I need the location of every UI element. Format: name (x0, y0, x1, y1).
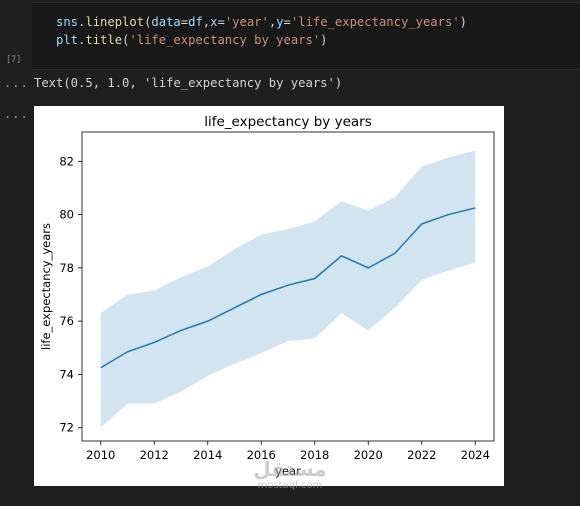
series-line (100, 207, 476, 369)
x-tick-label: 2012 (140, 448, 169, 462)
code-token: ( (122, 33, 130, 47)
code-token: ) (320, 33, 328, 47)
code-token: 'life_expectancy by years' (129, 33, 321, 47)
confidence-band (100, 150, 476, 428)
code-token: plt (56, 33, 79, 47)
y-tick-label: 72 (59, 421, 74, 435)
code-token: = (180, 15, 189, 29)
code-token: ( (144, 15, 152, 29)
code-token: y (276, 15, 284, 29)
y-tick-label: 80 (59, 208, 74, 222)
x-tick-label: 2020 (354, 448, 383, 462)
x-tick-label: 2016 (247, 448, 276, 462)
code-token: title (85, 33, 123, 47)
y-tick-label: 76 (59, 314, 74, 328)
code-token: df (188, 15, 203, 29)
y-tick-label: 82 (59, 154, 74, 168)
plot-output: 2010 2012 2014 2016 2018 2020 2022 2024 72 74 76 78… (34, 106, 504, 486)
execution-count: [7] (6, 55, 22, 65)
x-tick-label: 2018 (300, 448, 329, 462)
code-token: , (202, 15, 211, 29)
x-tick-label: 2010 (86, 448, 115, 462)
cell-output-text: Text(0.5, 1.0, 'life_expectancy by years… (34, 76, 343, 90)
y-tick-label: 74 (59, 367, 74, 381)
code-token: = (217, 15, 225, 29)
x-tick-label: 2014 (193, 448, 222, 462)
code-token: 'year' (224, 15, 269, 29)
watermark: مستقل mostaql.com (252, 458, 328, 492)
watermark-logo: مستقل (253, 457, 327, 481)
code-token: ) (459, 15, 467, 29)
code-token: . (78, 15, 86, 29)
line-chart: 2010 2012 2014 2016 2018 2020 2022 2024 72 74 76 78… (39, 114, 495, 478)
chart-title: life_expectancy by years (204, 114, 372, 130)
code-token: lineplot (85, 15, 145, 29)
code-token: data (151, 15, 181, 29)
plot-output-ellipsis[interactable]: ... (4, 107, 29, 121)
code-token: sns (56, 15, 79, 29)
x-axis-label: year (275, 464, 301, 478)
code-line-2: plt.title('life_expectancy by years') (56, 33, 328, 47)
code-token: 'life_expectancy_years' (290, 15, 460, 29)
watermark-text: mostaql.com (257, 480, 323, 491)
code-token: = (283, 15, 291, 29)
x-tick-label: 2022 (407, 448, 436, 462)
output-collapse-ellipsis[interactable]: ... (4, 76, 29, 90)
code-token: . (78, 33, 86, 47)
y-tick-label: 78 (59, 261, 74, 275)
code-token: , (268, 15, 277, 29)
y-axis-label: life_expectancy_years (39, 223, 53, 350)
code-cell[interactable]: sns.lineplot(data=df,x='year',y='life_ex… (32, 2, 580, 70)
plot-frame (81, 131, 495, 442)
code-line-1: sns.lineplot(data=df,x='year',y='life_ex… (56, 15, 467, 29)
x-tick-label: 2024 (461, 448, 490, 462)
code-token: x (210, 15, 218, 29)
